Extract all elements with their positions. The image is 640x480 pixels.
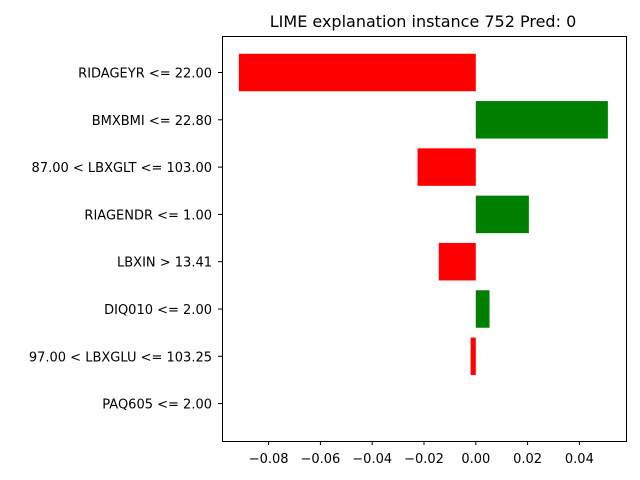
bar-0	[238, 53, 476, 92]
y-tick-label: 87.00 < LBXGLT <= 103.00	[32, 161, 212, 176]
bar-6	[470, 337, 476, 376]
bar-3	[475, 195, 529, 234]
y-tick-label: 97.00 < LBXGLU <= 103.25	[29, 350, 212, 365]
x-tick-label: 0.02	[513, 452, 542, 467]
bar-1	[475, 101, 608, 139]
chart-title: LIME explanation instance 752 Pred: 0	[270, 12, 577, 31]
plot-frame	[222, 36, 627, 442]
x-tick-label: 0.04	[565, 452, 594, 467]
bars-group	[238, 53, 608, 376]
x-tick-label: 0.00	[461, 452, 490, 467]
x-tick-label: −0.02	[404, 452, 444, 467]
y-tick-label: BMXBMI <= 22.80	[92, 114, 212, 129]
bar-2	[417, 148, 476, 186]
x-axis: −0.08 −0.06 −0.04 −0.02 0.00 0.02 0.04	[249, 441, 594, 467]
y-tick-label: LBXIN > 13.41	[117, 256, 212, 271]
bar-4	[438, 242, 476, 281]
bar-5	[475, 290, 490, 328]
x-tick-label: −0.04	[352, 452, 392, 467]
x-tick-label: −0.08	[249, 452, 289, 467]
y-tick-label: PAQ605 <= 2.00	[102, 398, 212, 413]
x-tick-label: −0.06	[300, 452, 340, 467]
y-tick-label: RIDAGEYR <= 22.00	[78, 67, 212, 82]
y-tick-label: RIAGENDR <= 1.00	[84, 208, 212, 223]
y-tick-labels: RIDAGEYR <= 22.00 BMXBMI <= 22.80 87.00 < …	[29, 67, 222, 413]
y-tick-label: DIQ010 <= 2.00	[104, 303, 212, 318]
